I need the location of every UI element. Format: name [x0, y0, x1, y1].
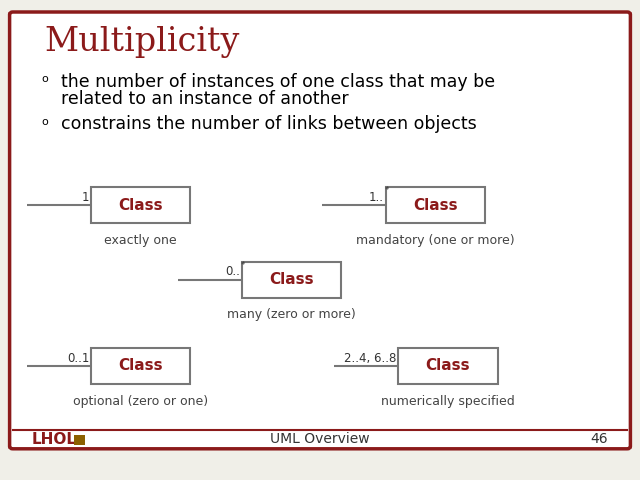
Bar — [385, 187, 485, 223]
Text: many (zero or more): many (zero or more) — [227, 308, 356, 321]
Text: Class: Class — [269, 272, 314, 287]
Text: Class: Class — [118, 359, 163, 373]
Text: Class: Class — [413, 198, 458, 213]
Text: 1: 1 — [82, 191, 90, 204]
Text: o: o — [42, 74, 49, 84]
Text: related to an instance of another: related to an instance of another — [61, 90, 348, 108]
Bar — [92, 348, 191, 384]
Text: the number of instances of one class that may be: the number of instances of one class tha… — [61, 73, 495, 91]
Text: Class: Class — [118, 198, 163, 213]
Text: mandatory (one or more): mandatory (one or more) — [356, 234, 515, 247]
Text: 1..: 1.. — [369, 191, 384, 204]
FancyBboxPatch shape — [10, 12, 630, 449]
Text: constrains the number of links between objects: constrains the number of links between o… — [61, 115, 477, 133]
Text: exactly one: exactly one — [104, 234, 177, 247]
Text: Class: Class — [426, 359, 470, 373]
Bar — [74, 435, 85, 445]
Bar — [398, 348, 498, 384]
Text: o: o — [42, 117, 49, 127]
Text: *: * — [241, 261, 244, 270]
Bar — [242, 262, 340, 298]
Text: Multiplicity: Multiplicity — [45, 26, 240, 59]
Text: *: * — [385, 186, 388, 195]
Text: UML Overview: UML Overview — [270, 432, 370, 446]
Text: 2..4, 6..8: 2..4, 6..8 — [344, 351, 396, 365]
Text: optional (zero or one): optional (zero or one) — [73, 395, 209, 408]
Text: 46: 46 — [590, 432, 608, 446]
Text: LHOL: LHOL — [32, 432, 77, 447]
Text: 0..1: 0..1 — [67, 351, 90, 365]
Text: numerically specified: numerically specified — [381, 395, 515, 408]
Text: 0..: 0.. — [225, 265, 240, 278]
Bar — [92, 187, 191, 223]
